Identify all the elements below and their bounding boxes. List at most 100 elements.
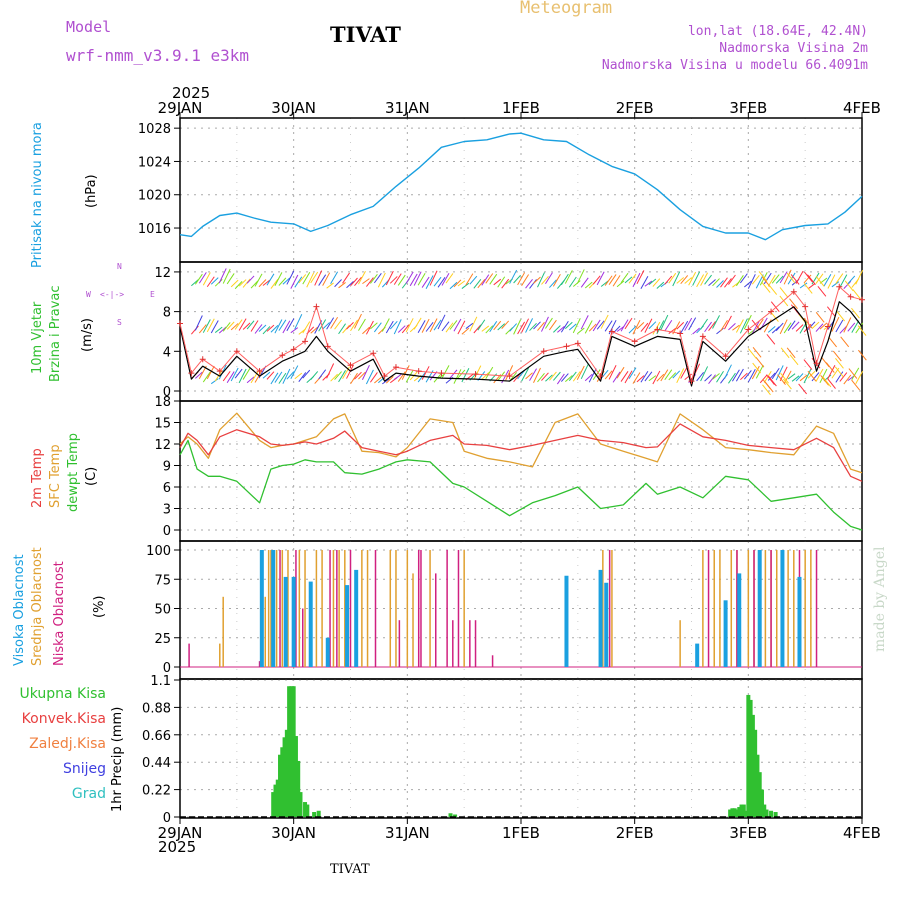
cloud-bar	[429, 550, 431, 667]
wind-barb	[286, 270, 295, 285]
wind-barb	[278, 372, 287, 384]
precip-bar	[275, 779, 280, 817]
wind-barb	[644, 371, 653, 382]
wind-barb	[274, 272, 283, 287]
wind-speed-line	[179, 301, 863, 387]
wind-barb	[509, 269, 518, 284]
x-tick-label-top: 2FEB	[616, 99, 654, 117]
wind-barb	[517, 272, 526, 286]
wind-gust-marker	[199, 356, 206, 363]
wind-barb	[385, 376, 394, 384]
lonlat-label: lon,lat (18.64E, 42.4N)	[687, 24, 868, 39]
meteogram-label: Meteogram	[520, 0, 613, 18]
wind-barb	[704, 374, 712, 382]
precip-bar	[750, 714, 755, 817]
wind-barb	[584, 373, 593, 382]
wind-barb	[314, 270, 323, 286]
wind-gust-marker	[824, 323, 831, 330]
wind-barb	[851, 367, 860, 380]
wind-barb	[370, 322, 378, 330]
cloud-bar	[308, 581, 313, 667]
wind-barb	[350, 319, 358, 332]
cloud-bar	[804, 550, 806, 667]
x-tick-label-top: 29JAN	[158, 99, 203, 117]
wind-barb	[501, 320, 510, 329]
wind-barb	[735, 319, 744, 333]
precip-bar	[282, 737, 287, 817]
wind-gust-marker	[699, 333, 706, 340]
cloud-bar	[564, 575, 569, 667]
wind-barb	[798, 383, 808, 395]
wind-barb	[338, 282, 346, 289]
wind-barb	[342, 324, 350, 334]
wind-barb	[700, 272, 709, 286]
wind-barb	[346, 364, 354, 379]
wind-barb	[815, 276, 825, 287]
wind-barb	[338, 323, 346, 335]
wind-barb	[354, 276, 362, 287]
wind-barb	[525, 372, 533, 380]
wind-barb	[648, 278, 657, 286]
wind-barb	[851, 307, 860, 319]
wind-barb	[389, 320, 398, 330]
wind-barb	[604, 275, 613, 286]
wind-barb	[385, 270, 394, 286]
wind-barb	[449, 320, 458, 330]
wind-barb	[326, 282, 334, 289]
wind-barb	[620, 319, 629, 332]
wind-barb	[767, 274, 776, 287]
precip-bar	[755, 754, 760, 817]
wind-barb	[453, 318, 462, 332]
wind-barb	[330, 317, 339, 329]
y-tick-label: 6	[163, 481, 171, 496]
wind-barb	[668, 372, 677, 381]
wind-barb	[529, 368, 537, 381]
wind-barb	[262, 371, 271, 379]
cloud-bar	[344, 550, 346, 667]
cloud-bar	[757, 550, 762, 667]
wind-barb	[783, 269, 792, 285]
year-bottom-label: 2025	[158, 838, 197, 856]
wind-barb	[640, 322, 649, 332]
wind-barb	[807, 283, 816, 290]
temp-dewpt-line	[179, 439, 863, 531]
wind-barb	[779, 319, 788, 335]
cloud-bar	[302, 608, 304, 667]
wind-barb	[214, 279, 223, 287]
wind-barb	[676, 277, 685, 284]
cloud-bar	[793, 550, 795, 667]
wind-barb	[294, 314, 303, 330]
y-tick-label: 1024	[138, 155, 171, 170]
wind-barb	[234, 368, 243, 379]
wind-barb	[766, 374, 775, 385]
wind-barb	[417, 372, 426, 383]
panel-0: 1016 1020 1024 1028	[138, 117, 863, 263]
cloud-bar	[315, 550, 318, 667]
wind-barb	[553, 371, 561, 381]
wind-barb	[473, 278, 482, 289]
wind-barb	[194, 315, 203, 331]
wind-barb	[254, 273, 263, 287]
x-tick-label-bottom: 29JAN	[158, 824, 203, 842]
precip-bar	[757, 772, 762, 817]
wind-barb	[692, 271, 701, 286]
wind-barb	[302, 271, 311, 285]
wind-barb	[568, 276, 577, 288]
wind-barb	[708, 321, 716, 331]
wind-barb	[302, 369, 311, 379]
wind-barb	[820, 375, 830, 386]
wind-barb	[770, 301, 780, 312]
precip-bar	[764, 809, 769, 817]
cloud-bar	[723, 600, 728, 667]
wind-barb	[592, 319, 601, 332]
wind-barb	[628, 325, 637, 334]
wind-barb	[735, 368, 744, 382]
wind-barb	[302, 321, 311, 334]
wind-gust-marker	[802, 303, 809, 310]
wind-barb	[612, 371, 621, 383]
wind-barb	[676, 322, 685, 330]
y-tick-label: 0	[163, 811, 171, 826]
wind-barb	[437, 314, 446, 330]
wind-barb	[350, 277, 358, 287]
wind-barb	[246, 376, 255, 384]
